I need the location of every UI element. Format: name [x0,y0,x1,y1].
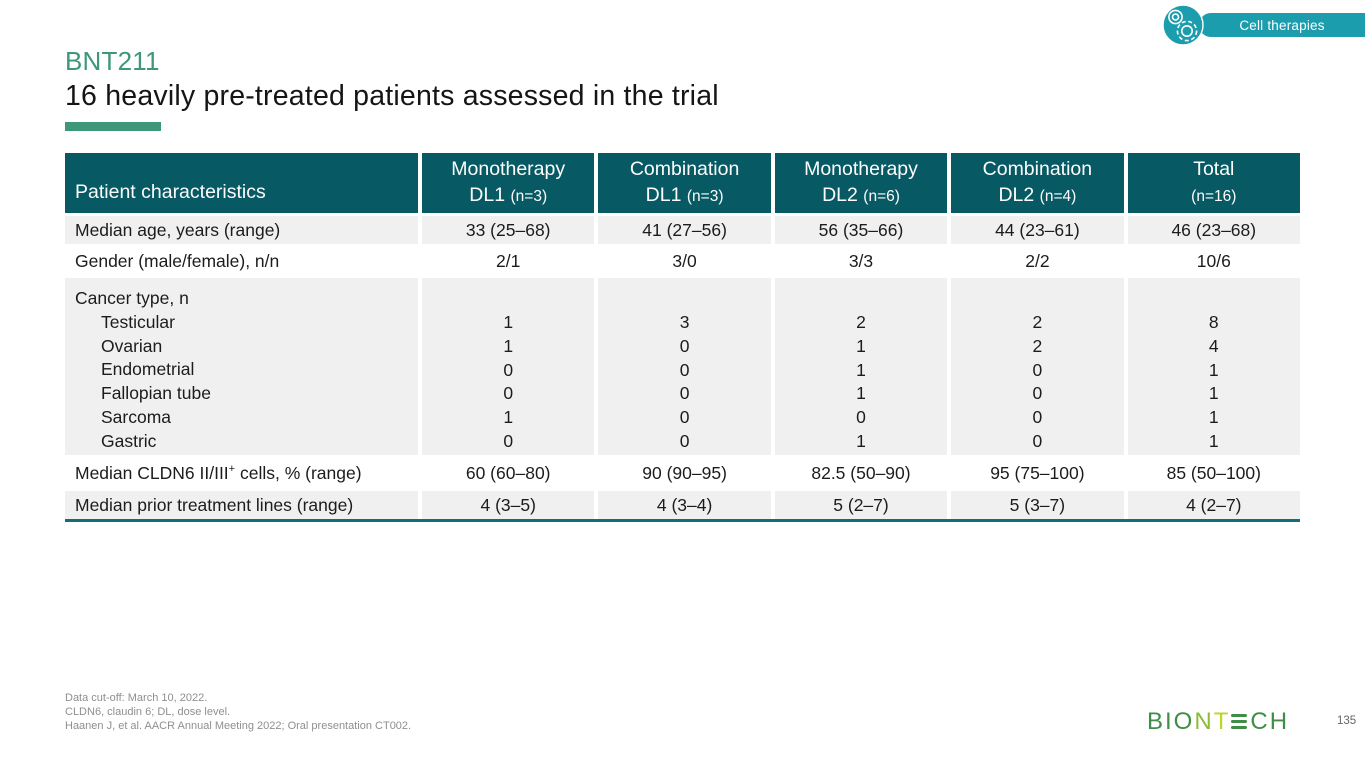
cancer-type-values: 2 2 0 0 0 0 [951,278,1124,455]
row-age-value: 41 (27–56) [598,216,771,244]
row-cldn6-value: 90 (90–95) [598,458,771,488]
row-cldn6-value: 85 (50–100) [1127,458,1300,488]
footnotes: Data cut-off: March 10, 2022. CLDN6, cla… [65,692,412,732]
page-title: 16 heavily pre-treated patients assessed… [65,80,719,112]
row-cldn6-value: 82.5 (50–90) [774,458,948,488]
row-age-value: 56 (35–66) [774,216,948,244]
title-accent-bar [65,122,161,131]
cell-therapies-icon [1162,4,1204,46]
row-cancer-type-label: Cancer type, n Testicular Ovarian Endome… [65,278,418,455]
row-prior-treatment-value: 4 (3–4) [598,491,771,519]
header-n: (n=4) [1039,188,1077,205]
row-gender-value: 10/6 [1127,247,1300,275]
logo-e-bars-icon [1231,713,1248,729]
header-dose: DL1 [469,184,506,206]
row-cldn6-label: Median CLDN6 II/III+ cells, % (range) [65,458,418,488]
row-cldn6-value: 60 (60–80) [422,458,595,488]
row-age-label: Median age, years (range) [65,216,418,244]
cancer-type-sublabels: Testicular Ovarian Endometrial Fallopian… [101,311,211,451]
row-prior-treatment-label: Median prior treatment lines (range) [65,491,418,519]
row-cldn6-value: 95 (75–100) [951,458,1124,488]
cancer-type-values: 1 1 0 0 1 0 [422,278,595,455]
table-header-combination-dl1: Combination DL1 (n=3) [598,153,771,213]
header-title: Monotherapy [451,158,566,181]
table-header-combination-dl2: Combination DL2 (n=4) [951,153,1124,213]
logo-text-t: T [1213,708,1231,735]
table-header-total: Total (n=16) [1127,153,1300,213]
header-title: Monotherapy [804,158,918,181]
cldn6-label-text: Median CLDN6 II/III+ cells, % (range) [75,462,362,483]
cell-therapies-badge: Cell therapies [1199,13,1365,37]
row-prior-treatment-value: 4 (3–5) [422,491,595,519]
row-age-value: 33 (25–68) [422,216,595,244]
row-age-value: 44 (23–61) [951,216,1124,244]
header-title: Total [1193,158,1235,181]
row-gender-value: 3/0 [598,247,771,275]
page-number: 135 [1337,715,1357,727]
biontech-logo: BIONT CH [1147,708,1289,736]
cancer-type-values: 3 0 0 0 0 0 [598,278,771,455]
header-title: Combination [629,158,740,181]
row-gender-label: Gender (male/female), n/n [65,247,418,275]
header-n: (n=3) [510,188,548,205]
table-header-row-label-text: Patient characteristics [75,181,266,204]
header-dose: DL1 [645,184,682,206]
cancer-type-heading: Cancer type, n [75,288,189,308]
row-prior-treatment-value: 5 (3–7) [951,491,1124,519]
logo-text-bio: BIO [1147,708,1195,735]
row-prior-treatment-value: 4 (2–7) [1127,491,1300,519]
cancer-type-values: 2 1 1 1 0 1 [774,278,948,455]
row-gender-value: 3/3 [774,247,948,275]
patient-characteristics-table: Patient characteristics Monotherapy DL1 … [65,153,1300,522]
slide-kicker: BNT211 [65,46,160,76]
cell-therapies-badge-label: Cell therapies [1239,17,1325,33]
table-header-row-label: Patient characteristics [65,153,418,213]
header-n: (n=16) [1191,188,1237,205]
header-n: (n=6) [863,188,900,205]
superscript-plus: + [228,462,236,475]
table-header-monotherapy-dl1: Monotherapy DL1 (n=3) [422,153,595,213]
header-dose: DL2 [822,184,858,206]
table-header-monotherapy-dl2: Monotherapy DL2 (n=6) [774,153,948,213]
row-age-value: 46 (23–68) [1127,216,1300,244]
cancer-type-values: 8 4 1 1 1 1 [1127,278,1300,455]
header-title: Combination [982,158,1093,181]
header-dose: DL2 [998,184,1035,206]
header-n: (n=3) [686,188,724,205]
row-gender-value: 2/2 [951,247,1124,275]
logo-text-ch: CH [1250,708,1290,735]
logo-text-n: N [1194,708,1214,735]
row-prior-treatment-value: 5 (2–7) [774,491,948,519]
row-gender-value: 2/1 [422,247,595,275]
